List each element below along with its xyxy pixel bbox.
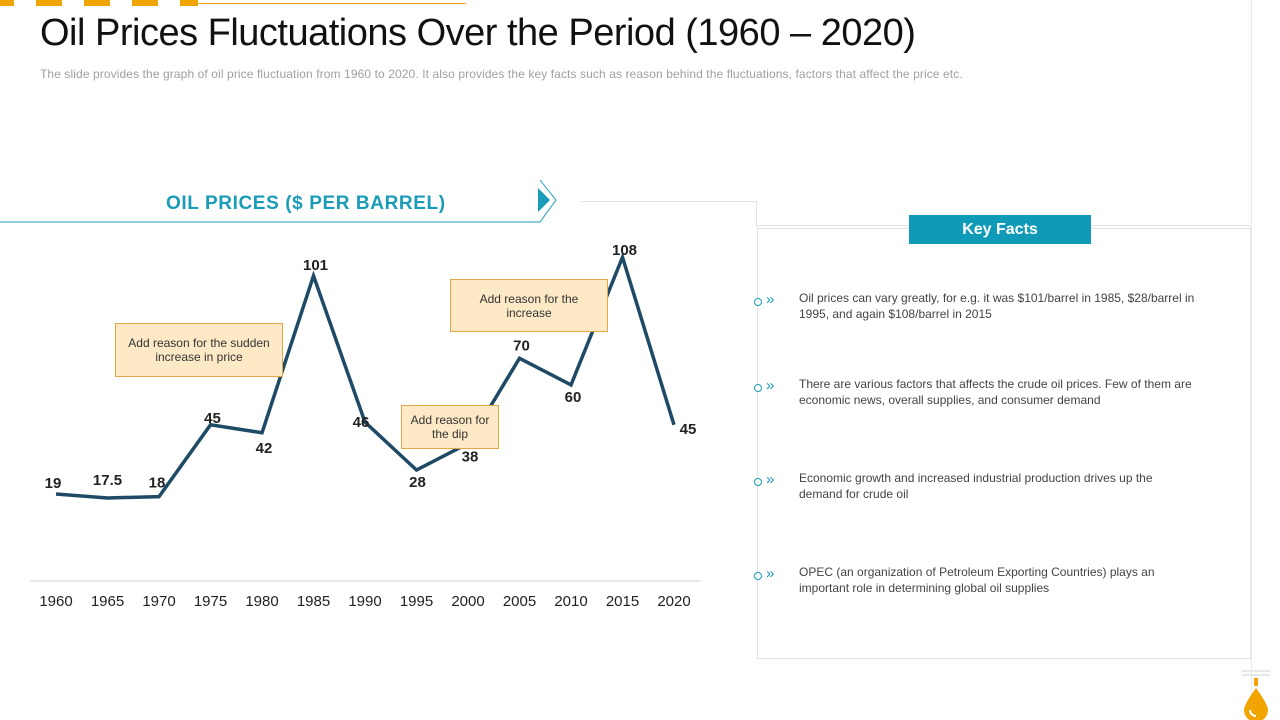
x-tick-label: 1985 <box>297 593 330 610</box>
connector-line-vertical <box>756 201 757 227</box>
key-fact-item: » Oil prices can vary greatly, for e.g. … <box>752 290 1212 330</box>
x-tick-label: 2010 <box>554 593 587 610</box>
data-label: 45 <box>204 410 221 427</box>
top-accent-dashes <box>0 0 200 6</box>
chart-heading: OIL PRICES ($ PER BARREL) <box>166 193 446 214</box>
x-tick-label: 1975 <box>194 593 227 610</box>
data-label: 70 <box>513 337 530 354</box>
chevron-right-icon: » <box>766 565 775 582</box>
oil-drop-icon <box>1242 670 1270 720</box>
bullet-circle-icon <box>754 478 762 486</box>
key-fact-item: » Economic growth and increased industri… <box>752 470 1212 510</box>
top-accent-line <box>198 3 466 4</box>
x-tick-label: 1970 <box>142 593 175 610</box>
key-facts-panel <box>757 227 1251 659</box>
callout-sudden-increase: Add reason for the sudden increase in pr… <box>115 323 283 377</box>
x-tick-label: 2005 <box>503 593 536 610</box>
x-tick-label: 1960 <box>39 593 72 610</box>
data-label: 45 <box>680 421 697 438</box>
chevron-right-icon: » <box>766 291 775 308</box>
x-tick-label: 1990 <box>348 593 381 610</box>
chart-heading-banner <box>0 179 557 223</box>
x-tick-label: 1995 <box>400 593 433 610</box>
key-fact-text: OPEC (an organization of Petroleum Expor… <box>799 565 1155 595</box>
chevron-right-icon: » <box>766 377 775 394</box>
oil-price-line-chart: 19 17.5 18 45 42 101 46 28 38 70 60 108 45 1960 1965 19… <box>30 242 700 610</box>
chevron-right-icon: » <box>766 471 775 488</box>
key-fact-text: Oil prices can vary greatly, for e.g. it… <box>799 291 1195 321</box>
data-label: 28 <box>409 474 426 491</box>
series-line <box>55 251 676 500</box>
bullet-circle-icon <box>754 572 762 580</box>
data-label: 42 <box>256 440 273 457</box>
x-tick-label: 2020 <box>657 593 690 610</box>
x-tick-label: 1980 <box>245 593 278 610</box>
data-label: 38 <box>462 448 479 465</box>
right-edge-divider <box>1251 0 1252 720</box>
data-label: 46 <box>353 414 370 431</box>
callout-dip: Add reason for the dip <box>401 405 499 449</box>
x-tick-label: 1965 <box>91 593 124 610</box>
data-label: 17.5 <box>93 472 122 489</box>
data-label: 60 <box>565 389 582 406</box>
page-title: Oil Prices Fluctuations Over the Period … <box>40 12 916 54</box>
page-subtitle: The slide provides the graph of oil pric… <box>40 67 963 81</box>
key-fact-item: » OPEC (an organization of Petroleum Exp… <box>752 564 1212 604</box>
data-label: 19 <box>45 475 62 492</box>
key-facts-header: Key Facts <box>909 215 1091 244</box>
bullet-circle-icon <box>754 384 762 392</box>
callout-increase: Add reason for the increase <box>450 279 608 332</box>
key-fact-text: Economic growth and increased industrial… <box>799 471 1153 501</box>
bullet-circle-icon <box>754 298 762 306</box>
data-label: 108 <box>612 242 637 259</box>
connector-line <box>580 201 757 202</box>
data-label: 18 <box>149 475 166 492</box>
x-tick-label: 2000 <box>451 593 484 610</box>
key-fact-item: » There are various factors that affects… <box>752 376 1212 416</box>
data-label: 101 <box>303 257 328 274</box>
key-fact-text: There are various factors that affects t… <box>799 377 1192 407</box>
chevron-right-icon <box>538 188 550 212</box>
x-tick-label: 2015 <box>606 593 639 610</box>
